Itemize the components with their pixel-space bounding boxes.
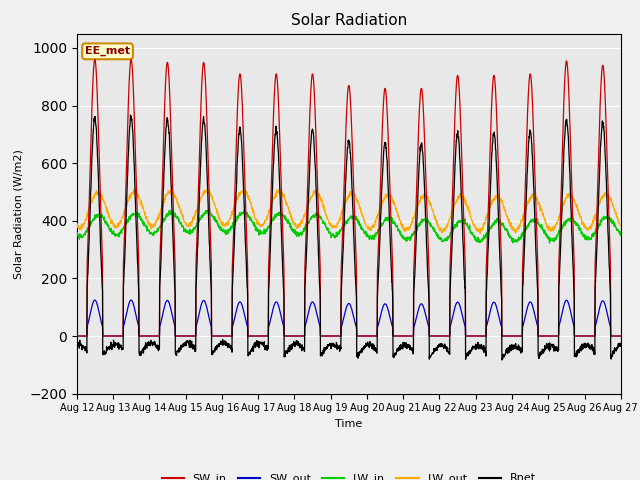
Y-axis label: Solar Radiation (W/m2): Solar Radiation (W/m2)	[13, 149, 24, 278]
Text: EE_met: EE_met	[85, 46, 130, 57]
Legend: SW_in, SW_out, LW_in, LW_out, Rnet: SW_in, SW_out, LW_in, LW_out, Rnet	[157, 469, 540, 480]
X-axis label: Time: Time	[335, 419, 362, 429]
Title: Solar Radiation: Solar Radiation	[291, 13, 407, 28]
